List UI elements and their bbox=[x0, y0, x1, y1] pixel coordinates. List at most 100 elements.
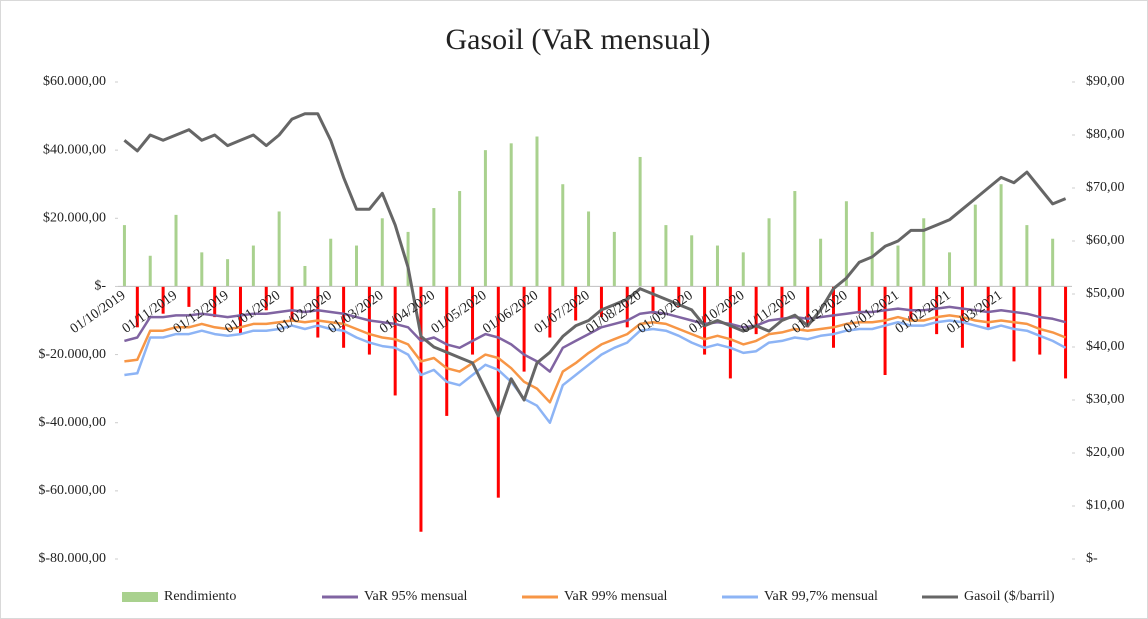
y2-tick-label: $- bbox=[1086, 551, 1098, 566]
bar bbox=[741, 252, 745, 287]
bar bbox=[832, 286, 835, 348]
y2-tick-label: $20,00 bbox=[1086, 445, 1125, 460]
bar bbox=[690, 235, 694, 287]
y-tick-label: $20.000,00 bbox=[43, 211, 106, 226]
y-tick-label: $-40.000,00 bbox=[38, 415, 106, 430]
bar bbox=[303, 265, 307, 287]
bar bbox=[174, 214, 178, 287]
bar bbox=[806, 286, 810, 328]
bar bbox=[780, 286, 784, 321]
legend-item: VaR 99,7% mensual bbox=[722, 589, 878, 604]
bar bbox=[948, 252, 952, 287]
bar bbox=[715, 245, 719, 287]
chart-title: Gasoil (VaR mensual) bbox=[446, 23, 711, 56]
bar bbox=[1038, 286, 1042, 355]
bar bbox=[599, 286, 603, 318]
y2-tick-label: $80,00 bbox=[1086, 127, 1125, 142]
bar bbox=[355, 245, 358, 287]
bar bbox=[419, 286, 423, 532]
bar bbox=[664, 225, 668, 287]
bar bbox=[226, 259, 230, 287]
bar bbox=[458, 191, 462, 287]
bar bbox=[935, 286, 939, 335]
bar bbox=[703, 286, 707, 355]
y2-tick-label: $10,00 bbox=[1086, 498, 1125, 513]
y-tick-label: $-20.000,00 bbox=[38, 347, 106, 362]
bar bbox=[316, 286, 320, 338]
bar bbox=[651, 286, 655, 314]
bar bbox=[922, 218, 926, 287]
y2-tick-label: $40,00 bbox=[1086, 339, 1125, 354]
legend-label: VaR 95% mensual bbox=[364, 589, 468, 604]
bar bbox=[509, 143, 513, 287]
bar bbox=[973, 204, 977, 287]
bar bbox=[148, 255, 152, 287]
bar bbox=[522, 286, 526, 372]
y2-tick-label: $60,00 bbox=[1086, 233, 1125, 248]
legend-item: VaR 95% mensual bbox=[322, 589, 468, 604]
bar bbox=[496, 286, 500, 498]
y2-tick-label: $50,00 bbox=[1086, 286, 1125, 301]
bar bbox=[393, 286, 397, 396]
bar bbox=[819, 238, 823, 287]
line-series bbox=[123, 112, 1067, 418]
bar bbox=[290, 286, 294, 321]
bar bbox=[767, 218, 771, 287]
y-tick-label: $- bbox=[94, 279, 106, 294]
bar bbox=[754, 286, 758, 335]
bar bbox=[728, 286, 732, 379]
bar bbox=[857, 286, 861, 314]
bar bbox=[561, 184, 565, 287]
bar bbox=[587, 211, 591, 287]
legend-item: Rendimiento bbox=[122, 589, 236, 604]
legend-swatch bbox=[122, 592, 158, 602]
y-tick-label: $60.000,00 bbox=[43, 74, 106, 89]
bar bbox=[1025, 225, 1029, 287]
y2-tick-label: $70,00 bbox=[1086, 180, 1125, 195]
bar bbox=[677, 286, 681, 307]
bar bbox=[264, 286, 268, 311]
y-tick-label: $-80.000,00 bbox=[38, 551, 106, 566]
bar bbox=[380, 218, 384, 287]
bar bbox=[122, 225, 126, 287]
bar bbox=[238, 286, 242, 335]
bar bbox=[135, 286, 139, 328]
legend-label: VaR 99% mensual bbox=[564, 589, 668, 604]
line-series bbox=[124, 314, 1067, 404]
y-tick-label: $-60.000,00 bbox=[38, 483, 106, 498]
bar bbox=[200, 252, 204, 287]
y-tick-label: $40.000,00 bbox=[43, 142, 106, 157]
legend-item: VaR 99% mensual bbox=[522, 589, 668, 604]
legend-label: Rendimiento bbox=[164, 589, 236, 604]
bar bbox=[471, 286, 475, 355]
bar bbox=[342, 286, 346, 348]
bar bbox=[1051, 238, 1055, 287]
bar bbox=[277, 211, 281, 287]
bar bbox=[187, 286, 191, 307]
legend-label: VaR 99,7% mensual bbox=[764, 589, 878, 604]
bar bbox=[1064, 286, 1068, 379]
bar bbox=[329, 238, 333, 287]
bar bbox=[535, 136, 539, 287]
bar bbox=[793, 191, 797, 287]
bar bbox=[406, 231, 410, 287]
legend-item: Gasoil ($/barril) bbox=[922, 589, 1055, 604]
bar bbox=[986, 286, 990, 328]
bar bbox=[625, 286, 629, 328]
bar bbox=[1012, 286, 1016, 362]
bar bbox=[432, 208, 436, 287]
y2-tick-label: $30,00 bbox=[1086, 392, 1125, 407]
line-series bbox=[124, 319, 1067, 424]
bar bbox=[638, 156, 642, 287]
bar bbox=[844, 201, 848, 287]
y2-tick-label: $90,00 bbox=[1086, 74, 1125, 89]
bar bbox=[548, 286, 552, 338]
bar bbox=[612, 231, 616, 287]
legend-label: Gasoil ($/barril) bbox=[964, 589, 1055, 604]
bar bbox=[213, 286, 217, 318]
bar bbox=[870, 231, 874, 287]
bar bbox=[909, 286, 913, 321]
bar bbox=[999, 184, 1003, 287]
